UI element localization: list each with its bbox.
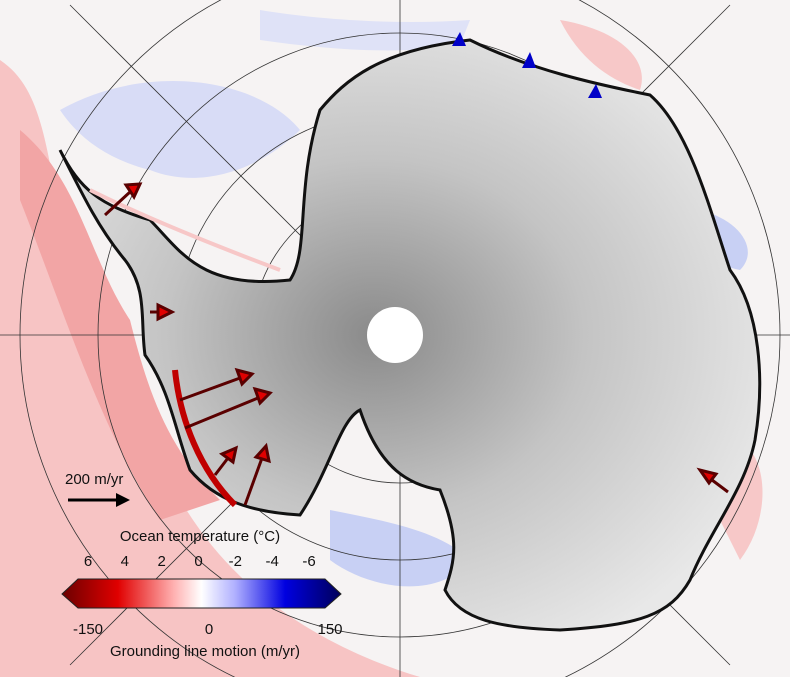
motion-tick-label: -150 xyxy=(73,621,103,638)
colorbar-ticks: 6 4 2 0 -2 -4 -6 -150 0 150 xyxy=(73,553,343,638)
grounding-line-highlight xyxy=(172,369,238,508)
scale-arrow xyxy=(68,493,130,507)
grounding-line-highlight xyxy=(89,188,281,272)
temperature-tick-label: 2 xyxy=(157,553,165,570)
pole-hole xyxy=(367,307,423,363)
blue-arrows xyxy=(452,32,602,98)
temperature-tick-label: -6 xyxy=(302,553,315,570)
temperature-legend-title: Ocean temperature (°C) xyxy=(120,528,280,545)
temperature-tick-label: 4 xyxy=(121,553,129,570)
ocean-temperature-field xyxy=(0,10,763,677)
temperature-tick-label: 6 xyxy=(84,553,92,570)
temperature-tick-label: 0 xyxy=(194,553,202,570)
motion-tick-label: 0 xyxy=(205,621,213,638)
scale-arrow-label: 200 m/yr xyxy=(65,471,123,488)
motion-legend-title: Grounding line motion (m/yr) xyxy=(110,643,300,660)
colorbar xyxy=(61,578,342,609)
temperature-tick-label: -4 xyxy=(265,553,278,570)
motion-tick-label: 150 xyxy=(317,621,342,638)
flow-arrows xyxy=(103,182,729,506)
temperature-tick-label: -2 xyxy=(229,553,242,570)
